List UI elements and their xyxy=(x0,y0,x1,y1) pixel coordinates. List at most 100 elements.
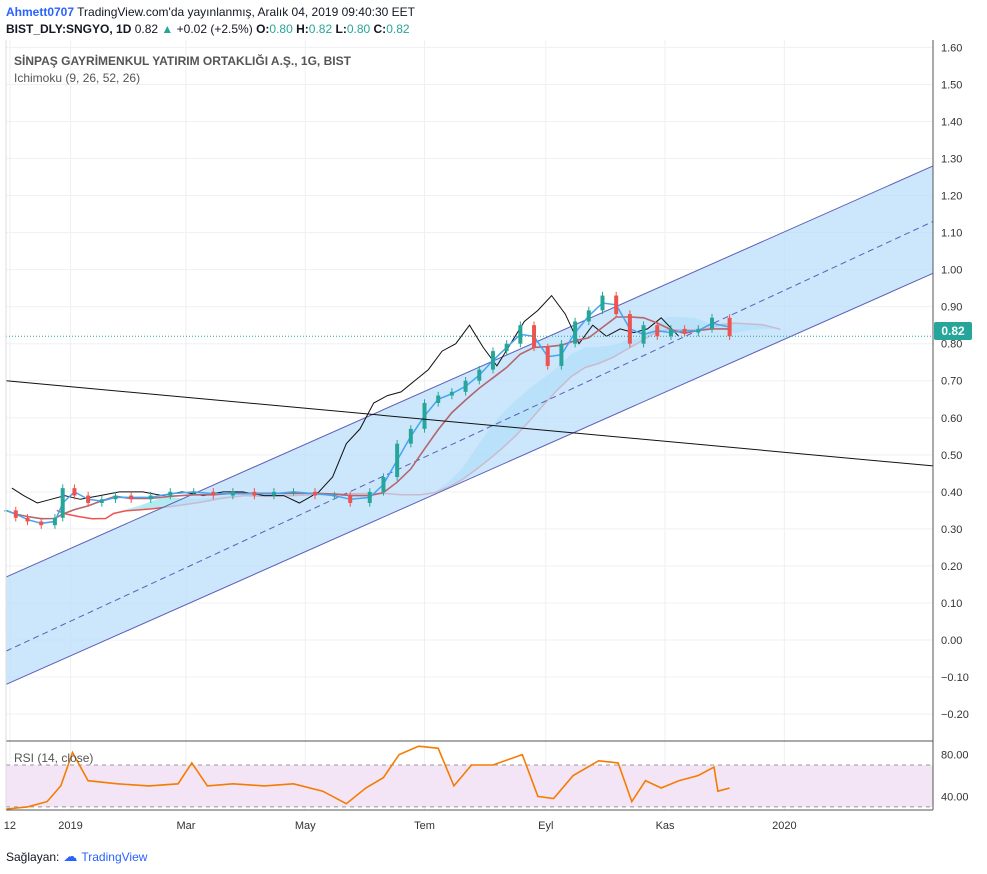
candle-body xyxy=(211,491,216,496)
rsi-line xyxy=(5,745,730,810)
tradingview-link[interactable]: TradingView xyxy=(81,849,148,864)
candle-body xyxy=(477,369,482,381)
rsi-tick-label: 80.00 xyxy=(941,750,969,762)
candle-body xyxy=(348,495,353,503)
x-tick-label: Tem xyxy=(414,820,435,832)
candle-body xyxy=(422,402,427,429)
low-label: L: xyxy=(335,22,347,36)
footer: Sağlayan: ☁ TradingView xyxy=(6,848,147,865)
candle-body xyxy=(586,310,591,322)
candle-body xyxy=(573,321,578,344)
axes: 1.60 1.50 1.40 1.30 1.20 1.10 1.00 0.90 0.80 0.70… xyxy=(4,40,969,832)
ichimoku-legend: Ichimoku (9, 26, 52, 26) xyxy=(14,71,140,85)
candle-body xyxy=(25,517,30,522)
x-tick-label: 12 xyxy=(4,820,16,832)
candle-body xyxy=(436,395,441,403)
rsi-band xyxy=(6,765,933,807)
candle-body xyxy=(113,495,118,500)
candle-body xyxy=(641,325,646,344)
grid xyxy=(6,40,933,810)
candle-body xyxy=(332,495,337,497)
candle-body xyxy=(600,295,605,311)
candle-body xyxy=(696,328,701,333)
price-change: +0.02 (+2.5%) xyxy=(176,22,253,36)
x-tick-label: 2019 xyxy=(58,820,82,832)
y-tick-label: 0.80 xyxy=(941,339,962,351)
y-tick-label: 0.00 xyxy=(941,635,962,647)
candle-body xyxy=(463,380,468,392)
channel-lower-line xyxy=(5,272,934,685)
last-price: 0.82 xyxy=(134,22,159,36)
high-label: H: xyxy=(296,22,309,36)
close-label: C: xyxy=(373,22,387,36)
provider-label: Sağlayan: xyxy=(6,849,60,864)
x-tick-label: 2020 xyxy=(772,820,796,832)
candle-body xyxy=(60,488,65,518)
y-tick-label: 1.50 xyxy=(941,79,962,91)
open-value: 0.80 xyxy=(269,22,293,36)
candle-body xyxy=(490,351,495,370)
price-badge-bg xyxy=(934,322,972,340)
tradingview-cloud-icon: ☁ xyxy=(63,848,78,864)
candle-body xyxy=(408,428,413,444)
author-link[interactable]: Ahmett0707 xyxy=(6,5,75,19)
candle-body xyxy=(655,325,660,337)
candle-body xyxy=(191,491,196,493)
price-badge-text: 0.82 xyxy=(941,324,965,338)
candle-body xyxy=(52,517,57,526)
y-tick-label: −0.10 xyxy=(941,672,969,684)
y-tick-label: 1.60 xyxy=(941,42,962,54)
y-tick-label: 0.10 xyxy=(941,598,962,610)
channel-mid-line xyxy=(5,221,934,652)
candle-body xyxy=(395,443,400,478)
x-tick-label: Kas xyxy=(656,820,675,832)
candle-body xyxy=(99,499,104,503)
y-tick-label: 0.30 xyxy=(941,524,962,536)
x-tick-label: Eyl xyxy=(538,820,553,832)
candle-body xyxy=(614,295,619,315)
trend-line xyxy=(5,380,934,467)
y-tick-label: 0.60 xyxy=(941,413,962,425)
y-tick-label: 0.20 xyxy=(941,561,962,573)
candle-body xyxy=(252,491,257,496)
candle-body xyxy=(381,477,386,492)
candle-body xyxy=(682,328,687,333)
channel-upper-line xyxy=(5,165,934,578)
candle-body xyxy=(313,491,317,496)
high-value: 0.82 xyxy=(308,22,333,36)
candle-body xyxy=(627,314,632,344)
x-tick-label: May xyxy=(295,820,316,832)
y-tick-label: 0.40 xyxy=(941,487,962,499)
y-tick-label: 0.70 xyxy=(941,376,962,388)
candle-body xyxy=(291,491,296,493)
candle-body xyxy=(230,491,235,496)
low-value: 0.80 xyxy=(346,22,371,36)
publish-info: Ahmett0707 TradingView.com'da yayınlanmı… xyxy=(6,5,415,19)
candle-body xyxy=(148,495,153,500)
rsi-pane: 80.00 40.00 xyxy=(5,745,969,810)
y-tick-label: 1.20 xyxy=(941,191,962,203)
open-label: O: xyxy=(256,22,270,36)
candle-body xyxy=(559,343,564,366)
y-tick-label: 1.40 xyxy=(941,116,962,128)
y-tick-label: 1.10 xyxy=(941,228,962,240)
channel-fill xyxy=(6,165,933,685)
candle-body xyxy=(545,347,550,366)
candle-body xyxy=(518,325,523,344)
candle-body xyxy=(129,495,134,500)
candle-body xyxy=(668,328,673,337)
candle-body xyxy=(72,488,77,496)
candle-body xyxy=(168,491,173,496)
candle-body xyxy=(367,491,372,503)
candle-body xyxy=(710,317,715,329)
price-series xyxy=(4,291,934,529)
chart-title: SİNPAŞ GAYRİMENKUL YATIRIM ORTAKLIĞI A.Ş… xyxy=(14,53,352,68)
candle-body xyxy=(86,495,91,503)
y-tick-label: 0.50 xyxy=(941,450,962,462)
y-tick-label: 1.30 xyxy=(941,154,962,166)
regression-channel xyxy=(5,165,934,685)
price-badge: 0.82 xyxy=(934,322,972,340)
symbol-info: BIST_DLY:SNGYO, 1D 0.82 ▲ +0.02 (+2.5%) … xyxy=(6,22,410,36)
y-tick-label: 1.00 xyxy=(941,265,962,277)
